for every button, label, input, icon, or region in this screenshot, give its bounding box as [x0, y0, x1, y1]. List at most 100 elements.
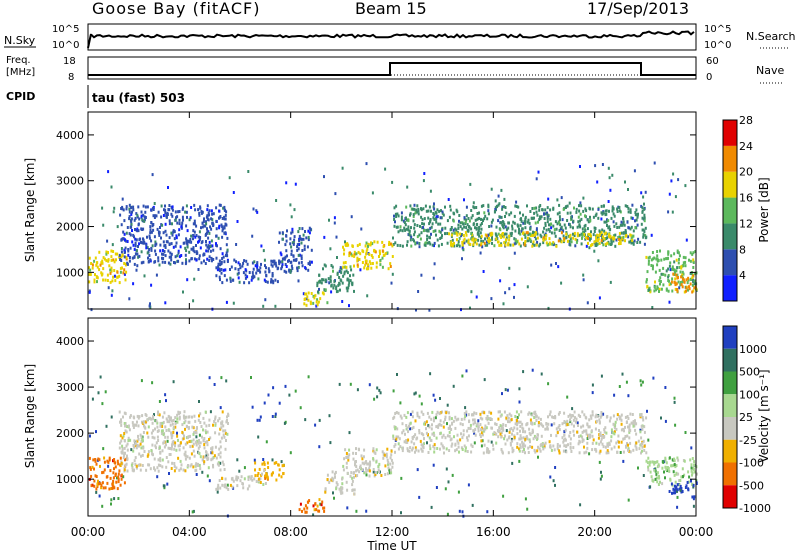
echo-pixel [511, 461, 514, 465]
echo-pixel [134, 237, 137, 241]
echo-pixel [306, 295, 309, 299]
echo-pixel [199, 441, 202, 445]
echo-pixel [418, 431, 421, 435]
echo-pixel [178, 218, 181, 222]
echo-pixel [613, 214, 616, 218]
echo-pixel [674, 465, 677, 469]
echo-pixel [243, 466, 246, 470]
echo-pixel [581, 410, 584, 414]
colorbar-tick-label: 1000 [739, 343, 767, 356]
echo-pixel [176, 431, 178, 435]
echo-pixel [473, 431, 476, 435]
echo-pixel [181, 207, 184, 211]
echo-pixel [209, 249, 212, 253]
echo-pixel [141, 453, 144, 457]
echo-pixel [549, 444, 552, 448]
echo-pixel [123, 481, 126, 485]
echo-pixel [676, 249, 679, 253]
echo-pixel [481, 417, 484, 421]
echo-pixel [207, 236, 210, 240]
echo-pixel [569, 420, 572, 423]
echo-pixel [167, 249, 170, 253]
echo-pixel [279, 260, 282, 264]
echo-pixel [667, 279, 670, 282]
echo-pixel [458, 509, 461, 513]
echo-pixel [204, 262, 207, 265]
echo-pixel [219, 451, 222, 455]
echo-pixel [635, 218, 638, 222]
echo-pixel [123, 262, 126, 265]
echo-pixel [440, 423, 443, 427]
echo-pixel [368, 260, 371, 264]
echo-pixel [470, 216, 473, 220]
echo-pixel [509, 243, 512, 247]
echo-pixel [121, 197, 124, 201]
echo-pixel [619, 242, 622, 245]
echo-pixel [483, 443, 486, 447]
echo-pixel [307, 375, 310, 379]
echo-pixel [200, 261, 203, 265]
echo-pixel [563, 411, 566, 415]
echo-pixel [673, 252, 676, 256]
echo-pixel [591, 410, 594, 414]
echo-pixel [526, 204, 528, 208]
echo-pixel [459, 225, 462, 229]
echo-pixel [635, 432, 638, 436]
echo-pixel [603, 229, 606, 233]
echo-pixel [285, 239, 288, 243]
echo-pixel [396, 212, 399, 216]
echo-pixel [294, 258, 297, 262]
echo-pixel [465, 369, 468, 373]
echo-pixel [205, 454, 208, 458]
echo-pixel [498, 243, 501, 247]
echo-pixel [134, 456, 137, 460]
echo-pixel [595, 419, 598, 423]
echo-pixel [264, 476, 267, 480]
echo-pixel [190, 234, 193, 238]
echo-pixel [179, 411, 182, 415]
echo-pixel [631, 238, 634, 242]
echo-pixel [164, 211, 167, 215]
echo-pixel [534, 232, 537, 236]
echo-pixel [214, 421, 217, 425]
echo-pixel [116, 487, 119, 491]
echo-pixel [356, 468, 359, 472]
echo-pixel [222, 255, 225, 259]
echo-pixel [588, 418, 591, 422]
echo-pixel [342, 245, 344, 249]
echo-pixel [615, 222, 618, 226]
echo-pixel [151, 435, 154, 439]
echo-pixel [692, 485, 695, 489]
echo-pixel [150, 208, 153, 212]
echo-pixel [597, 237, 600, 241]
echo-pixel [486, 447, 489, 450]
echo-pixel [516, 427, 519, 431]
echo-pixel [444, 205, 446, 209]
echo-pixel [519, 420, 522, 424]
echo-pixel [575, 417, 578, 421]
echo-pixel [475, 223, 478, 227]
echo-pixel [635, 208, 638, 212]
echo-pixel [440, 242, 443, 246]
echo-pixel [367, 263, 369, 267]
echo-pixel [115, 480, 118, 484]
echo-pixel [392, 437, 395, 440]
echo-pixel [191, 444, 194, 448]
echo-pixel [649, 290, 652, 294]
echo-pixel [671, 277, 674, 281]
echo-pixel [692, 289, 695, 293]
echo-pixel [109, 476, 112, 480]
echo-pixel [342, 468, 345, 472]
echo-pixel [254, 264, 257, 268]
echo-pixel [587, 433, 590, 437]
echo-pixel [207, 457, 210, 461]
echo-pixel [566, 419, 569, 423]
echo-pixel [693, 460, 696, 464]
echo-pixel [126, 240, 129, 243]
echo-pixel [548, 223, 550, 227]
echo-pixel [156, 421, 159, 425]
echo-pixel [596, 414, 599, 418]
echo-pixel [672, 272, 675, 276]
echo-pixel [463, 412, 466, 415]
